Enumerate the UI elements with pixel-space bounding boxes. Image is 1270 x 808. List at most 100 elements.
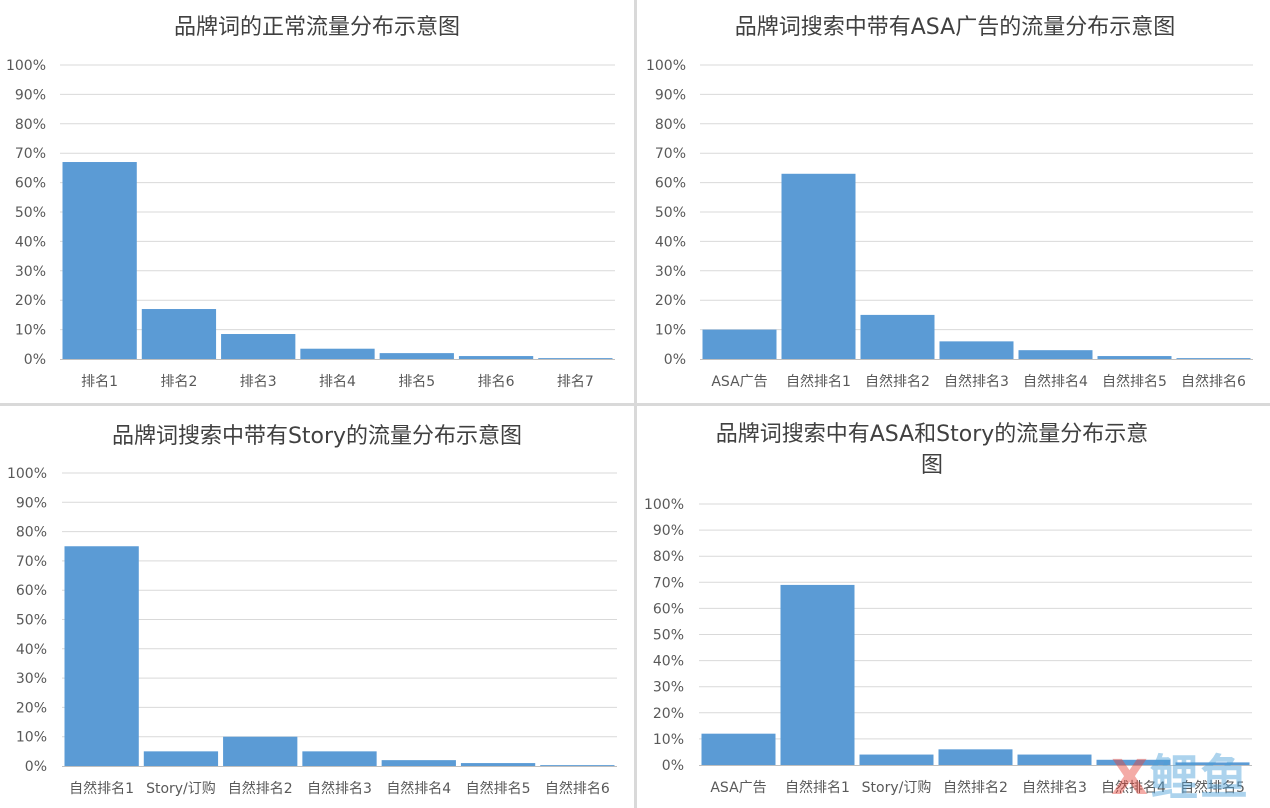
x-category-label: Story/订购 xyxy=(862,780,932,796)
bar-chart-asa-story: 品牌词搜索中有ASA和Story的流量分布示意图 0% 10% 20% 30% 40% 50… xyxy=(644,422,1252,796)
y-tick-label: 20% xyxy=(16,700,47,716)
bar xyxy=(143,751,219,766)
y-tick-label: 10% xyxy=(653,732,684,748)
y-tick-label: 80% xyxy=(653,549,684,565)
y-tick-label: 0% xyxy=(25,759,47,775)
y-tick-label: 20% xyxy=(655,293,686,309)
bar xyxy=(1017,754,1092,765)
chart-title-line-2: 图 xyxy=(921,453,943,478)
watermark-right: 鲤鱼 xyxy=(1149,750,1250,806)
x-category-label: 排名7 xyxy=(557,374,594,390)
x-category-label: 排名3 xyxy=(240,374,277,390)
y-tick-label: 70% xyxy=(16,554,47,570)
y-tick-label: 90% xyxy=(653,523,684,539)
bar xyxy=(1175,762,1250,765)
bar xyxy=(379,353,454,359)
y-tick-label: 30% xyxy=(16,671,47,687)
y-tick-label: 70% xyxy=(655,146,686,162)
y-tick-label: 0% xyxy=(24,352,46,368)
bar xyxy=(458,356,534,359)
y-tick-label: 50% xyxy=(15,205,46,221)
bar xyxy=(538,358,613,359)
x-category-label: 自然排名3 xyxy=(944,373,1009,390)
bar xyxy=(64,546,139,766)
y-tick-label: 10% xyxy=(15,323,46,339)
y-tick-label: 100% xyxy=(7,466,47,482)
y-tick-label: 70% xyxy=(653,575,684,591)
bar xyxy=(1018,350,1093,359)
chart-title-line-1: 品牌词搜索中有ASA和Story的流量分布示意 xyxy=(716,422,1149,447)
bar xyxy=(780,584,855,765)
bar xyxy=(381,760,456,766)
y-tick-label: 20% xyxy=(653,706,684,722)
x-category-label: 自然排名2 xyxy=(943,779,1008,796)
y-tick-label: 100% xyxy=(644,497,684,513)
x-category-label: 排名2 xyxy=(160,374,197,390)
x-category-label: 自然排名1 xyxy=(69,780,134,797)
chart-panel-normal: 品牌词的正常流量分布示意图 0% 10% 20% 30% 40% 50% 60% 70% 80% 9… xyxy=(0,0,634,403)
bar xyxy=(223,736,298,766)
x-category-label: 自然排名2 xyxy=(228,780,293,797)
x-category-label: 自然排名1 xyxy=(786,373,851,390)
bar xyxy=(141,309,217,359)
bar-chart-story: 品牌词搜索中带有Story的流量分布示意图 0% 10% 20% 30% 40% 50% 60… xyxy=(7,424,617,797)
bar xyxy=(540,765,615,766)
bar xyxy=(938,749,1013,765)
y-tick-label: 50% xyxy=(16,613,47,629)
watermark-logo: X鲤鱼 xyxy=(1111,738,1250,808)
x-category-label: 自然排名3 xyxy=(307,780,372,797)
y-tick-label: 90% xyxy=(655,87,686,103)
y-tick-label: 40% xyxy=(655,234,686,250)
y-tick-label: 30% xyxy=(653,680,684,696)
chart-title: 品牌词的正常流量分布示意图 xyxy=(174,15,460,40)
y-tick-label: 90% xyxy=(15,87,46,103)
bar xyxy=(302,751,377,766)
bar xyxy=(221,334,296,359)
y-tick-label: 100% xyxy=(646,58,686,74)
x-category-label: 排名4 xyxy=(319,374,356,390)
bar xyxy=(460,763,536,766)
x-category-label: 排名1 xyxy=(81,374,118,390)
x-category-label: 自然排名6 xyxy=(1181,373,1246,390)
bar xyxy=(859,754,934,765)
y-tick-label: 60% xyxy=(16,583,47,599)
x-category-label: 自然排名5 xyxy=(1102,373,1167,390)
y-tick-label: 30% xyxy=(15,264,46,280)
y-tick-label: 40% xyxy=(15,234,46,250)
y-tick-label: 0% xyxy=(662,758,684,774)
y-tick-label: 60% xyxy=(655,176,686,192)
y-tick-label: 40% xyxy=(16,642,47,658)
chart-panel-asa: 品牌词搜索中带有ASA广告的流量分布示意图 0% 10% 20% 30% 40% 50% 60… xyxy=(637,0,1270,403)
x-category-label: 自然排名5 xyxy=(1180,779,1245,796)
bar-chart-normal: 品牌词的正常流量分布示意图 0% 10% 20% 30% 40% 50% 60% 70% 80% 9… xyxy=(6,15,615,390)
x-category-label: 自然排名6 xyxy=(545,780,610,797)
horizontal-divider xyxy=(0,403,1270,406)
y-tick-label: 20% xyxy=(15,293,46,309)
bar xyxy=(62,162,137,359)
bar xyxy=(1176,358,1251,359)
y-tick-label: 70% xyxy=(15,146,46,162)
y-tick-label: 30% xyxy=(655,264,686,280)
x-category-label: 自然排名1 xyxy=(785,779,850,796)
y-tick-label: 50% xyxy=(653,628,684,644)
y-tick-label: 80% xyxy=(15,117,46,133)
chart-title: 品牌词搜索中带有Story的流量分布示意图 xyxy=(112,424,522,449)
x-category-label: 自然排名4 xyxy=(1023,373,1088,390)
x-category-label: 自然排名3 xyxy=(1022,779,1087,796)
x-category-label: 自然排名4 xyxy=(386,780,451,797)
x-category-label: 排名5 xyxy=(398,374,435,390)
bar xyxy=(860,314,935,359)
x-category-label: 自然排名5 xyxy=(466,780,531,797)
y-tick-label: 90% xyxy=(16,495,47,511)
bar xyxy=(300,348,375,359)
x-category-label: 自然排名2 xyxy=(865,373,930,390)
y-tick-label: 10% xyxy=(655,323,686,339)
chart-panel-story: 品牌词搜索中带有Story的流量分布示意图 0% 10% 20% 30% 40% 50% 60… xyxy=(0,406,634,808)
x-category-label: 自然排名4 xyxy=(1101,779,1166,796)
bar xyxy=(701,733,776,765)
y-tick-label: 80% xyxy=(16,525,47,541)
bar xyxy=(1096,759,1171,765)
y-tick-label: 80% xyxy=(655,117,686,133)
x-category-label: ASA广告 xyxy=(711,374,767,390)
